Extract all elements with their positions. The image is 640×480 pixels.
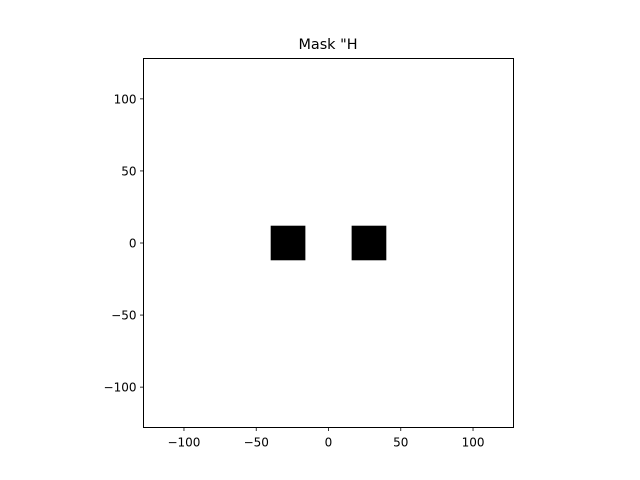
x-axis-ticks: −100 −50 0 50 100 bbox=[167, 427, 485, 450]
y-axis-ticks: −100 −50 0 50 100 bbox=[104, 92, 144, 395]
y-tick-label: 100 bbox=[114, 92, 137, 106]
mask-region-2 bbox=[351, 225, 387, 261]
x-tick-label: −100 bbox=[167, 436, 200, 450]
chart-title: Mask "H bbox=[298, 37, 357, 53]
x-tick-label: 50 bbox=[393, 436, 408, 450]
y-tick-label: 0 bbox=[129, 237, 137, 251]
x-tick-label: 100 bbox=[462, 436, 485, 450]
y-tick-label: −50 bbox=[111, 309, 136, 323]
mask-regions bbox=[270, 225, 387, 261]
plot-frame bbox=[143, 58, 514, 428]
x-tick-label: 0 bbox=[325, 436, 333, 450]
mask-region-1 bbox=[270, 225, 306, 261]
plot-area bbox=[143, 58, 514, 428]
y-tick-label: 50 bbox=[121, 164, 136, 178]
x-tick-label: −50 bbox=[244, 436, 269, 450]
y-tick-label: −100 bbox=[104, 381, 137, 395]
